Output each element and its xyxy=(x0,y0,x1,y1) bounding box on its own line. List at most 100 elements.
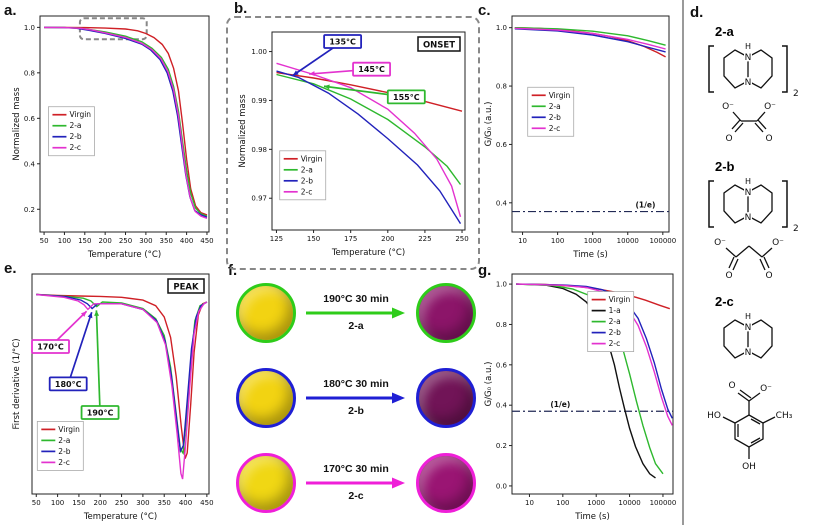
x-tick-label: 100 xyxy=(51,499,64,507)
panel-label-c: c. xyxy=(478,2,491,19)
annotation-arrowhead xyxy=(94,310,100,316)
y-tick-label: 0.2 xyxy=(496,442,507,450)
y-tick-label: 0.8 xyxy=(24,69,35,77)
treatment-compound-label: 2-c xyxy=(348,490,364,502)
y-tick-label: 0.2 xyxy=(24,206,35,214)
plot-frame xyxy=(39,15,210,233)
series-2-a xyxy=(276,73,462,185)
compound-name: 2-c xyxy=(715,294,734,309)
x-tick-label: 250 xyxy=(119,237,132,245)
x-tick-label: 10 xyxy=(518,237,527,245)
legend-label: Virgin xyxy=(549,91,571,100)
series-Virgin xyxy=(36,293,208,459)
annotation-box xyxy=(31,339,70,354)
legend-label: Virgin xyxy=(58,425,80,434)
x-tick-label: 100 xyxy=(551,237,564,245)
compound-name: 2-b xyxy=(715,159,735,174)
oxygen-anion-label: O⁻ xyxy=(714,238,726,248)
y-tick-label: 0.6 xyxy=(496,141,508,149)
y-tick-label: 1.0 xyxy=(24,24,35,32)
treatment-row: 190°C 30 min 2-a xyxy=(236,274,476,352)
y-tick-label: 0.98 xyxy=(251,146,267,154)
treatment-temp-label: 180°C 30 min xyxy=(323,377,389,390)
x-tick-label: 400 xyxy=(179,499,192,507)
right-arrow-icon xyxy=(306,307,405,319)
hydrogen-label: H xyxy=(745,42,751,51)
series-2-b xyxy=(36,293,208,454)
oxalate-anion-structure: O⁻ O⁻ O O xyxy=(722,102,776,144)
virgin-sample-photo xyxy=(236,368,296,428)
treatment-temp-label: 190°C 30 min xyxy=(323,292,389,305)
stoichiometry-subscript: 2 xyxy=(793,224,799,232)
y-tick-label: 0.99 xyxy=(251,97,267,105)
x-tick-label: 175 xyxy=(344,235,357,243)
panel-label-b: b. xyxy=(234,0,248,17)
panel-g-relaxation-chart: 10 100 1000 10000 100000 0.0 0.2 0.4 0.6 0.8 1.0 Ti… xyxy=(484,273,676,522)
x-tick-label: 150 xyxy=(78,237,91,245)
y-tick-label: 0.8 xyxy=(496,321,507,329)
methyl-label: CH₃ xyxy=(776,411,793,421)
tag-box xyxy=(167,278,205,294)
hydrogen-label: H xyxy=(745,177,751,186)
tag-box xyxy=(417,36,461,52)
x-axis-label: Time (s) xyxy=(574,512,610,522)
oxygen-label: O xyxy=(725,271,732,280)
legend-label: 2-c xyxy=(549,124,561,133)
compound-2c: 2-c H N N O⁻ O xyxy=(699,294,799,475)
treatment-temp-label: 170°C 30 min xyxy=(323,462,389,475)
panel-label-f: f. xyxy=(228,262,238,279)
x-tick-label: 400 xyxy=(180,237,193,245)
legend-label: Virgin xyxy=(301,154,323,163)
x-tick-label: 450 xyxy=(200,499,213,507)
panel-label-g: g. xyxy=(478,262,492,279)
x-tick-label: 250 xyxy=(455,235,468,243)
oxygen-anion-label: O⁻ xyxy=(722,102,734,112)
legend-label: 2-c xyxy=(301,187,313,196)
y-tick-label: 0.6 xyxy=(24,115,36,123)
y-tick-label: 0.0 xyxy=(496,482,507,490)
x-tick-label: 225 xyxy=(418,235,431,243)
annotation-text: 180°C xyxy=(55,380,82,389)
x-tick-label: 350 xyxy=(160,237,173,245)
annotation-text: 145°C xyxy=(358,65,385,74)
panel-label-a: a. xyxy=(4,2,17,19)
nitrogen-label: N xyxy=(745,323,752,333)
annotation-box xyxy=(386,89,426,105)
oxygen-label: O xyxy=(728,381,735,391)
plot-frame xyxy=(271,31,466,231)
treated-sample-photo xyxy=(416,368,476,428)
treatment-arrow-block: 170°C 30 min 2-c xyxy=(301,463,411,503)
series-2-c xyxy=(276,62,462,217)
x-tick-label: 200 xyxy=(94,499,107,507)
annotation-box xyxy=(323,34,363,49)
stoichiometry-subscript: 2 xyxy=(793,89,799,97)
x-tick-label: 10000 xyxy=(617,237,639,245)
legend-label: 2-a xyxy=(609,317,621,326)
series-Virgin xyxy=(276,71,463,112)
legend-label: Virgin xyxy=(609,295,631,304)
panel-e-derivative-chart: 50 100 150 200 250 300 350 400 450 Temperature (°… xyxy=(12,273,214,522)
annotation-arrowhead xyxy=(292,70,299,76)
treated-sample-photo xyxy=(416,283,476,343)
panel-b-onset-chart: 125 150 175 200 225 250 0.97 0.98 0.99 1.00 Temper… xyxy=(238,31,469,258)
y-tick-label: 0.6 xyxy=(496,361,508,369)
nitrogen-label: N xyxy=(745,348,752,358)
x-tick-label: 200 xyxy=(381,235,394,243)
virgin-sample-photo xyxy=(236,283,296,343)
treated-sample-photo xyxy=(416,453,476,513)
zoom-callout-box xyxy=(226,16,480,270)
plot-frame xyxy=(511,15,670,233)
x-tick-label: 150 xyxy=(307,235,320,243)
annotation-text: 135°C xyxy=(329,37,356,46)
annotation-arrow xyxy=(95,310,101,413)
x-axis-label: Temperature (°C) xyxy=(331,248,405,258)
x-tick-label: 150 xyxy=(72,499,85,507)
x-tick-label: 450 xyxy=(200,237,213,245)
hydroxyl-label: HO xyxy=(707,411,721,421)
legend-label: 2-a xyxy=(58,436,70,445)
legend-label: 2-b xyxy=(609,328,621,337)
x-tick-label: 300 xyxy=(136,499,149,507)
series-Virgin xyxy=(44,26,208,216)
right-arrow-icon xyxy=(306,392,405,404)
annotation-arrowhead xyxy=(309,71,315,77)
